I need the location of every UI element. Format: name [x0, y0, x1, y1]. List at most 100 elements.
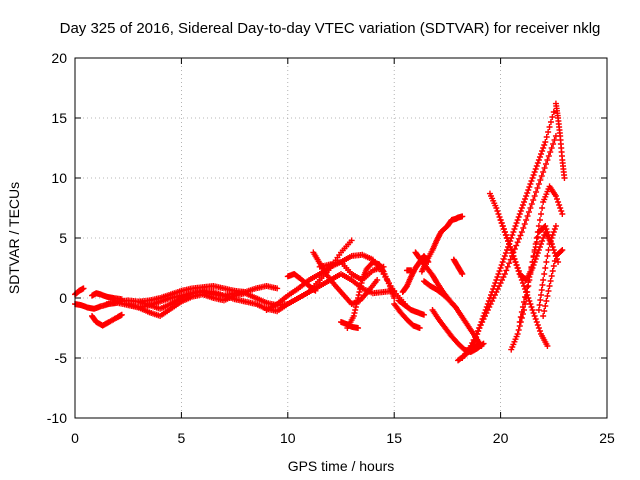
data-point	[527, 301, 534, 307]
data-point	[482, 307, 489, 313]
data-point	[547, 278, 554, 284]
data-point	[534, 322, 541, 328]
data-point	[514, 265, 521, 271]
data-point	[531, 193, 538, 199]
data-point	[474, 331, 481, 337]
x-tick-label: 10	[280, 430, 296, 446]
data-point	[546, 241, 553, 247]
data-point	[541, 165, 548, 171]
y-tick-label: -5	[55, 350, 68, 366]
data-point	[530, 197, 537, 203]
data-point	[524, 284, 531, 290]
data-point	[540, 313, 547, 319]
data-point	[543, 134, 550, 140]
data-point	[536, 154, 543, 160]
data-point	[544, 343, 551, 349]
data-point	[546, 283, 553, 289]
data-point	[519, 202, 526, 208]
data-point	[518, 315, 525, 321]
data-point	[505, 238, 512, 244]
data-point	[538, 292, 545, 298]
data-point	[537, 297, 544, 303]
y-tick-label: 20	[51, 50, 67, 66]
data-point	[513, 242, 520, 249]
data-point	[534, 185, 541, 191]
data-point	[522, 196, 529, 202]
data-point	[545, 129, 552, 135]
data-point	[509, 250, 516, 256]
data-point	[472, 337, 479, 343]
data-point	[549, 244, 556, 250]
data-point	[533, 163, 540, 169]
data-point	[532, 316, 539, 322]
data-point	[504, 263, 511, 270]
data-point	[497, 265, 504, 271]
data-point	[522, 294, 529, 300]
data-point	[516, 235, 523, 242]
data-point	[516, 211, 523, 217]
data-point	[557, 205, 564, 211]
data-point	[517, 232, 524, 239]
data-point	[538, 287, 545, 293]
data-point	[535, 181, 542, 187]
data-point	[544, 229, 551, 235]
x-tick-label: 5	[178, 430, 186, 446]
data-point	[534, 234, 541, 240]
data-point	[538, 211, 545, 217]
data-point	[509, 232, 516, 238]
axis-ticks: 0 5 10 15 20 25 -10 -5 0 5 10 15 20	[47, 50, 615, 446]
data-point	[541, 142, 548, 148]
data-point	[541, 308, 548, 314]
data-point	[552, 193, 559, 199]
data-point	[503, 235, 510, 241]
data-point	[480, 340, 487, 347]
data-point	[513, 262, 520, 268]
data-point	[488, 292, 495, 298]
data-point	[559, 247, 566, 253]
data-point	[501, 271, 508, 277]
data-point	[532, 244, 539, 250]
data-point	[523, 193, 530, 199]
data-point	[550, 263, 557, 269]
data-point	[525, 279, 532, 285]
data-point	[544, 157, 551, 163]
data-point	[494, 208, 501, 214]
data-point	[501, 253, 508, 259]
data-point	[355, 295, 362, 301]
data-point	[548, 235, 555, 241]
data-point	[481, 310, 488, 316]
data-point	[543, 226, 550, 232]
data-point	[500, 256, 507, 262]
data-point	[536, 328, 543, 334]
data-point	[523, 295, 530, 301]
data-point	[547, 119, 554, 125]
data-point	[542, 223, 549, 229]
data-point	[496, 214, 503, 220]
data-point	[555, 259, 562, 265]
series-arc-4	[89, 311, 125, 329]
data-point	[492, 280, 499, 286]
data-point	[485, 298, 492, 304]
data-point	[503, 267, 510, 274]
data-point	[548, 145, 555, 151]
data-point	[517, 314, 524, 320]
data-point	[539, 282, 546, 288]
data-point	[355, 325, 362, 331]
data-point	[519, 304, 526, 310]
data-point	[550, 141, 557, 147]
data-point	[543, 259, 550, 265]
data-point	[542, 161, 549, 167]
data-point	[476, 325, 483, 331]
data-point	[498, 220, 505, 226]
data-point	[526, 298, 533, 304]
data-point	[523, 289, 530, 295]
data-point	[515, 327, 522, 333]
data-point	[555, 199, 562, 205]
data-point	[484, 301, 491, 307]
data-point	[513, 220, 520, 226]
x-tick-label: 15	[386, 430, 402, 446]
series-arc-30	[540, 247, 566, 319]
series-arc-15	[395, 297, 427, 318]
data-point	[356, 289, 363, 295]
data-point	[355, 292, 362, 298]
